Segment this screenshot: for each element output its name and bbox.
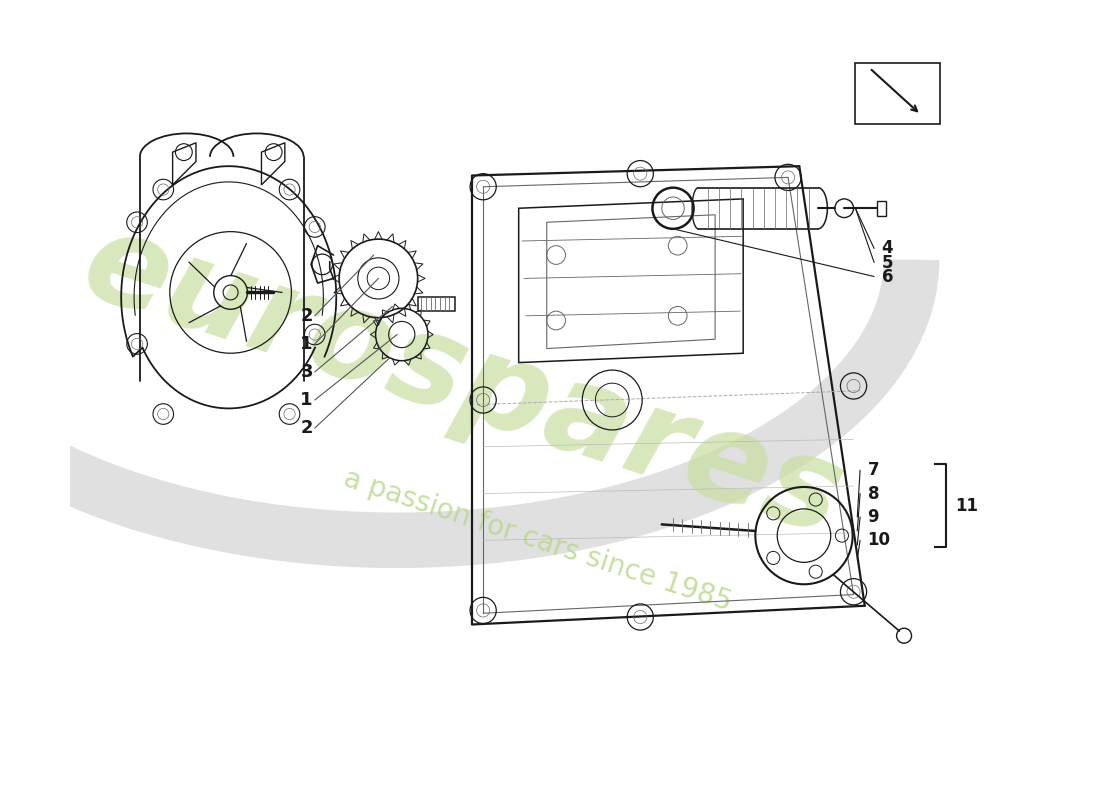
Text: 8: 8 bbox=[868, 485, 879, 502]
Text: a passion for cars since 1985: a passion for cars since 1985 bbox=[340, 464, 735, 617]
Text: 5: 5 bbox=[881, 254, 893, 271]
Text: 4: 4 bbox=[881, 239, 893, 258]
Text: 1: 1 bbox=[300, 391, 312, 409]
Text: 11: 11 bbox=[956, 497, 979, 514]
Text: 1: 1 bbox=[300, 335, 312, 353]
Text: 9: 9 bbox=[868, 508, 879, 526]
Text: 7: 7 bbox=[868, 461, 879, 479]
Text: 2: 2 bbox=[300, 419, 312, 437]
Text: 6: 6 bbox=[881, 267, 893, 286]
Text: eurospares: eurospares bbox=[68, 202, 857, 561]
Text: 2: 2 bbox=[300, 307, 312, 325]
Text: 10: 10 bbox=[868, 531, 891, 550]
Text: 3: 3 bbox=[300, 363, 312, 381]
